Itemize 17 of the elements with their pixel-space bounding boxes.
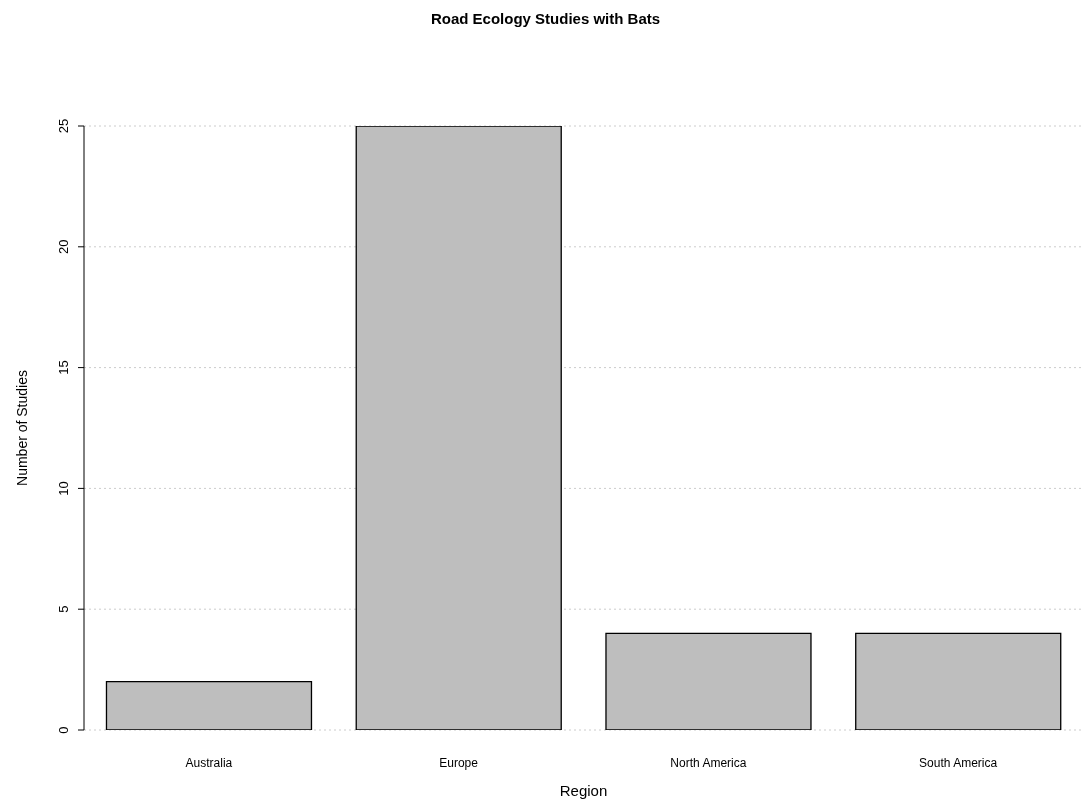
y-tick-label: 20 <box>56 239 71 255</box>
y-tick-label: 15 <box>56 360 71 375</box>
y-tick-label: 5 <box>56 605 71 613</box>
x-axis-title: Region <box>559 782 608 799</box>
x-tick-label: Australia <box>185 755 233 770</box>
bar <box>855 632 1062 730</box>
bar <box>105 681 313 730</box>
y-axis-title: Number of Studies <box>13 370 30 486</box>
chart-title: Road Ecology Studies with Bats <box>429 9 662 29</box>
y-tick-label: 10 <box>56 481 71 496</box>
bar <box>605 632 812 730</box>
x-tick-label: Europe <box>439 755 479 770</box>
y-tick-label: 0 <box>56 726 71 734</box>
bar <box>355 126 562 730</box>
x-tick-label: North America <box>670 755 747 770</box>
y-tick-label: 25 <box>56 118 71 134</box>
x-tick-label: South America <box>919 755 998 770</box>
